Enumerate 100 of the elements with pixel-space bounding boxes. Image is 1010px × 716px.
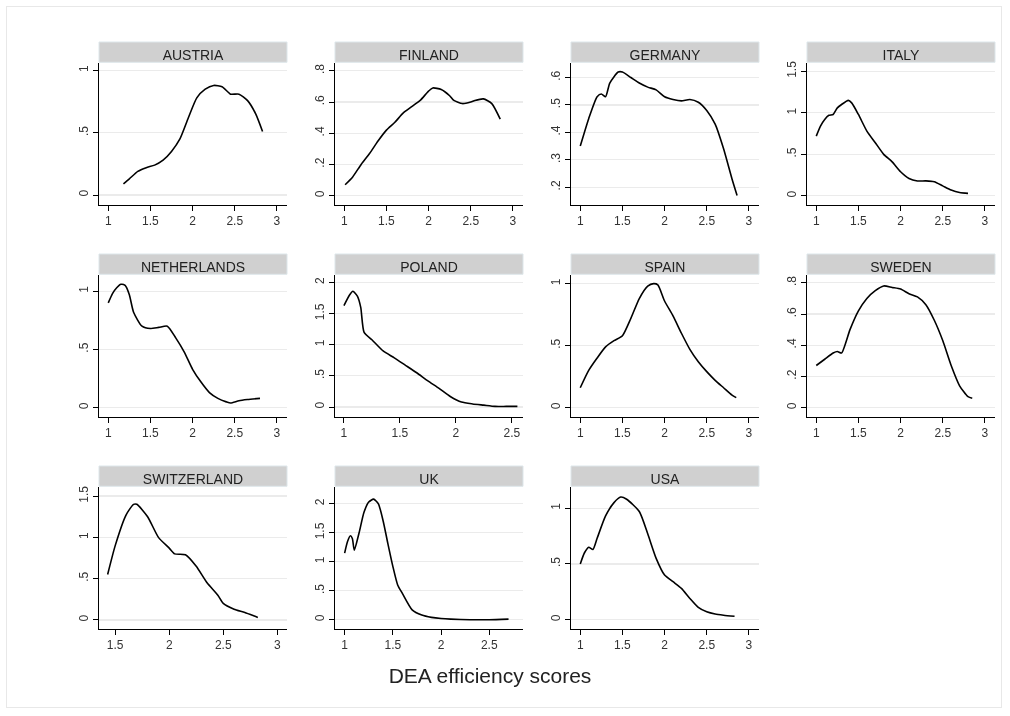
y-tick-label: 0 bbox=[549, 402, 564, 410]
x-tick-label: 1.5 bbox=[142, 214, 160, 229]
y-tick-label: .5 bbox=[77, 571, 92, 582]
y-tick-label: 1 bbox=[77, 285, 92, 293]
x-tick-label: 3 bbox=[509, 214, 517, 229]
y-tick-label: .5 bbox=[77, 125, 92, 136]
y-tick-label: .5 bbox=[549, 556, 564, 568]
y-tick-label: .2 bbox=[549, 180, 564, 191]
y-tick-label: .2 bbox=[313, 157, 328, 168]
x-tick-label: 2.5 bbox=[698, 214, 716, 229]
x-tick-label: 2.5 bbox=[480, 638, 498, 653]
x-tick-label: 2 bbox=[661, 426, 669, 441]
x-tick-label: 1.5 bbox=[850, 426, 868, 441]
line-series bbox=[107, 283, 261, 404]
x-tick-label: 1.5 bbox=[106, 638, 124, 653]
x-tick-label: 1 bbox=[341, 638, 349, 653]
x-tick-label: 1 bbox=[576, 638, 584, 653]
x-tick-label: 2 bbox=[165, 638, 173, 653]
x-tick-label: 3 bbox=[981, 426, 989, 441]
x-tick-label: 2.5 bbox=[226, 214, 244, 229]
x-tick-label: 2.5 bbox=[503, 426, 521, 441]
line-series bbox=[344, 87, 502, 186]
y-tick-label: .5 bbox=[77, 342, 92, 353]
chart-title: ITALY bbox=[882, 47, 921, 63]
x-tick-label: 2.5 bbox=[698, 638, 716, 653]
y-tick-label: .8 bbox=[313, 63, 328, 75]
x-tick-label: 1 bbox=[576, 426, 584, 441]
y-tick-label: .6 bbox=[313, 94, 328, 106]
x-tick-label: 2.5 bbox=[934, 426, 952, 441]
line-series bbox=[815, 99, 969, 195]
y-tick-label: 1.5 bbox=[77, 485, 92, 503]
y-tick-label: .4 bbox=[785, 338, 800, 349]
x-tick-label: 2 bbox=[189, 214, 197, 229]
x-tick-label: 3 bbox=[745, 638, 753, 653]
y-tick-label: 1 bbox=[785, 107, 800, 115]
y-tick-label: 1.5 bbox=[313, 522, 328, 540]
x-tick-label: 1 bbox=[812, 426, 820, 441]
x-tick-label: 1.5 bbox=[614, 638, 632, 653]
x-tick-label: 1.5 bbox=[384, 638, 402, 653]
x-tick-label: 3 bbox=[273, 214, 281, 229]
chart-title: POLAND bbox=[400, 259, 458, 275]
y-tick-label: 2 bbox=[313, 277, 328, 285]
x-tick-label: 3 bbox=[273, 426, 281, 441]
x-tick-label: 2.5 bbox=[698, 426, 716, 441]
y-tick-label: 1 bbox=[549, 278, 564, 286]
x-tick-label: 1 bbox=[576, 214, 584, 229]
y-tick-label: 0 bbox=[785, 190, 800, 198]
x-tick-label: 2 bbox=[437, 638, 445, 653]
y-tick-label: 1 bbox=[313, 556, 328, 564]
y-tick-label: 0 bbox=[785, 402, 800, 410]
y-tick-label: 0 bbox=[313, 190, 328, 198]
line-series bbox=[343, 498, 510, 621]
x-tick-label: 1 bbox=[104, 426, 112, 441]
y-tick-label: 0 bbox=[549, 614, 564, 622]
y-tick-label: 0 bbox=[313, 401, 328, 409]
y-tick-label: 1.5 bbox=[785, 60, 800, 78]
y-tick-label: 0 bbox=[77, 402, 92, 410]
y-tick-label: 1 bbox=[313, 339, 328, 347]
y-tick-label: .5 bbox=[549, 338, 564, 349]
chart-title: SWITZERLAND bbox=[142, 471, 244, 487]
x-tick-label: 2 bbox=[189, 426, 197, 441]
chart-title: NETHERLANDS bbox=[140, 259, 246, 275]
x-tick-label: 1 bbox=[104, 214, 112, 229]
x-tick-label: 3 bbox=[745, 426, 753, 441]
chart-title: FINLAND bbox=[399, 47, 459, 63]
y-tick-label: 1 bbox=[77, 531, 92, 539]
chart-title: UK bbox=[419, 471, 440, 487]
chart-title: USA bbox=[650, 471, 681, 487]
x-tick-label: 2.5 bbox=[462, 214, 480, 229]
y-tick-label: .3 bbox=[549, 152, 564, 163]
x-tick-label: 2.5 bbox=[934, 214, 952, 229]
x-tick-label: 2 bbox=[425, 214, 433, 229]
x-tick-label: 2 bbox=[452, 426, 460, 441]
y-tick-label: .5 bbox=[313, 583, 328, 594]
x-tick-label: 1.5 bbox=[142, 426, 160, 441]
y-tick-label: 1 bbox=[77, 65, 92, 73]
x-tick-label: 1.5 bbox=[614, 426, 632, 441]
line-series bbox=[579, 282, 738, 399]
y-tick-label: .5 bbox=[785, 147, 800, 158]
line-series bbox=[815, 285, 974, 400]
y-tick-label: 0 bbox=[77, 614, 92, 622]
x-tick-label: 2 bbox=[661, 214, 669, 229]
chart-title: SPAIN bbox=[644, 259, 686, 275]
x-tick-label: 3 bbox=[745, 214, 753, 229]
x-tick-label: 3 bbox=[981, 214, 989, 229]
line-series bbox=[579, 496, 736, 618]
line-series bbox=[106, 503, 259, 619]
x-tick-label: 2.5 bbox=[214, 638, 232, 653]
y-tick-label: .5 bbox=[313, 368, 328, 380]
x-tick-label: 1 bbox=[340, 214, 348, 229]
x-axis-title: DEA efficiency scores bbox=[387, 664, 593, 688]
y-tick-label: 1.5 bbox=[313, 303, 328, 321]
x-tick-label: 2 bbox=[897, 214, 905, 229]
line-series bbox=[122, 84, 264, 185]
y-tick-label: .4 bbox=[313, 126, 328, 137]
y-tick-label: .4 bbox=[549, 125, 564, 136]
y-tick-label: .5 bbox=[549, 97, 564, 109]
x-tick-label: 2 bbox=[897, 426, 905, 441]
chart-title: SWEDEN bbox=[870, 259, 932, 275]
y-tick-label: .2 bbox=[785, 369, 800, 380]
